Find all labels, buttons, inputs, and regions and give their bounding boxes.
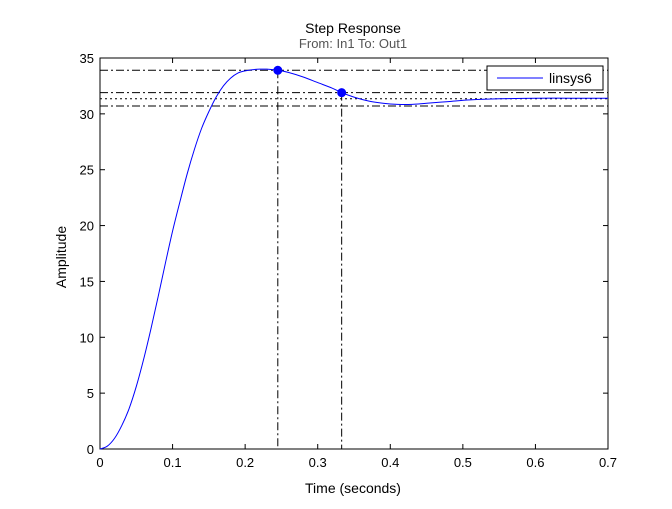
x-tick-label: 0.2: [236, 455, 254, 470]
legend-box: [486, 65, 604, 91]
y-tick-label: 0: [87, 442, 94, 457]
legend: linsys6: [486, 65, 604, 91]
legend-entry-linsys6: linsys6: [549, 70, 592, 86]
markers-layer: [273, 65, 347, 98]
x-axis-label: Time (seconds): [305, 480, 401, 496]
x-tick-label: 0.1: [164, 455, 182, 470]
series-layer: [99, 68, 608, 450]
y-tick-label: 10: [80, 330, 94, 345]
x-tick-label: 0: [96, 455, 103, 470]
x-tick-label: 0.7: [599, 455, 617, 470]
axes-layer: 0 0.1 0.2 0.3 0.4 0.5 0.6 0.7 0 5 10 15 20 25 30 35: [80, 51, 618, 470]
series-line-linsys6: [99, 68, 608, 450]
x-tick-label: 0.5: [454, 455, 472, 470]
y-axis-label: Amplitude: [53, 226, 69, 288]
plot-area: [99, 57, 609, 450]
chart-title: Step Response: [305, 20, 401, 36]
y-tick-label: 5: [87, 386, 94, 401]
x-tick-label: 0.4: [381, 455, 399, 470]
chart-subtitle: From: In1 To: Out1: [299, 36, 407, 51]
x-tick-label: 0.3: [309, 455, 327, 470]
y-tick-label: 30: [80, 107, 94, 122]
y-tick-label: 20: [80, 219, 94, 234]
data-point-marker[interactable]: [337, 88, 347, 98]
x-tick-label: 0.6: [526, 455, 544, 470]
data-point-marker[interactable]: [273, 65, 283, 75]
y-tick-label: 15: [80, 274, 94, 289]
y-tick-label: 25: [80, 163, 94, 178]
y-tick-label: 35: [80, 51, 94, 66]
